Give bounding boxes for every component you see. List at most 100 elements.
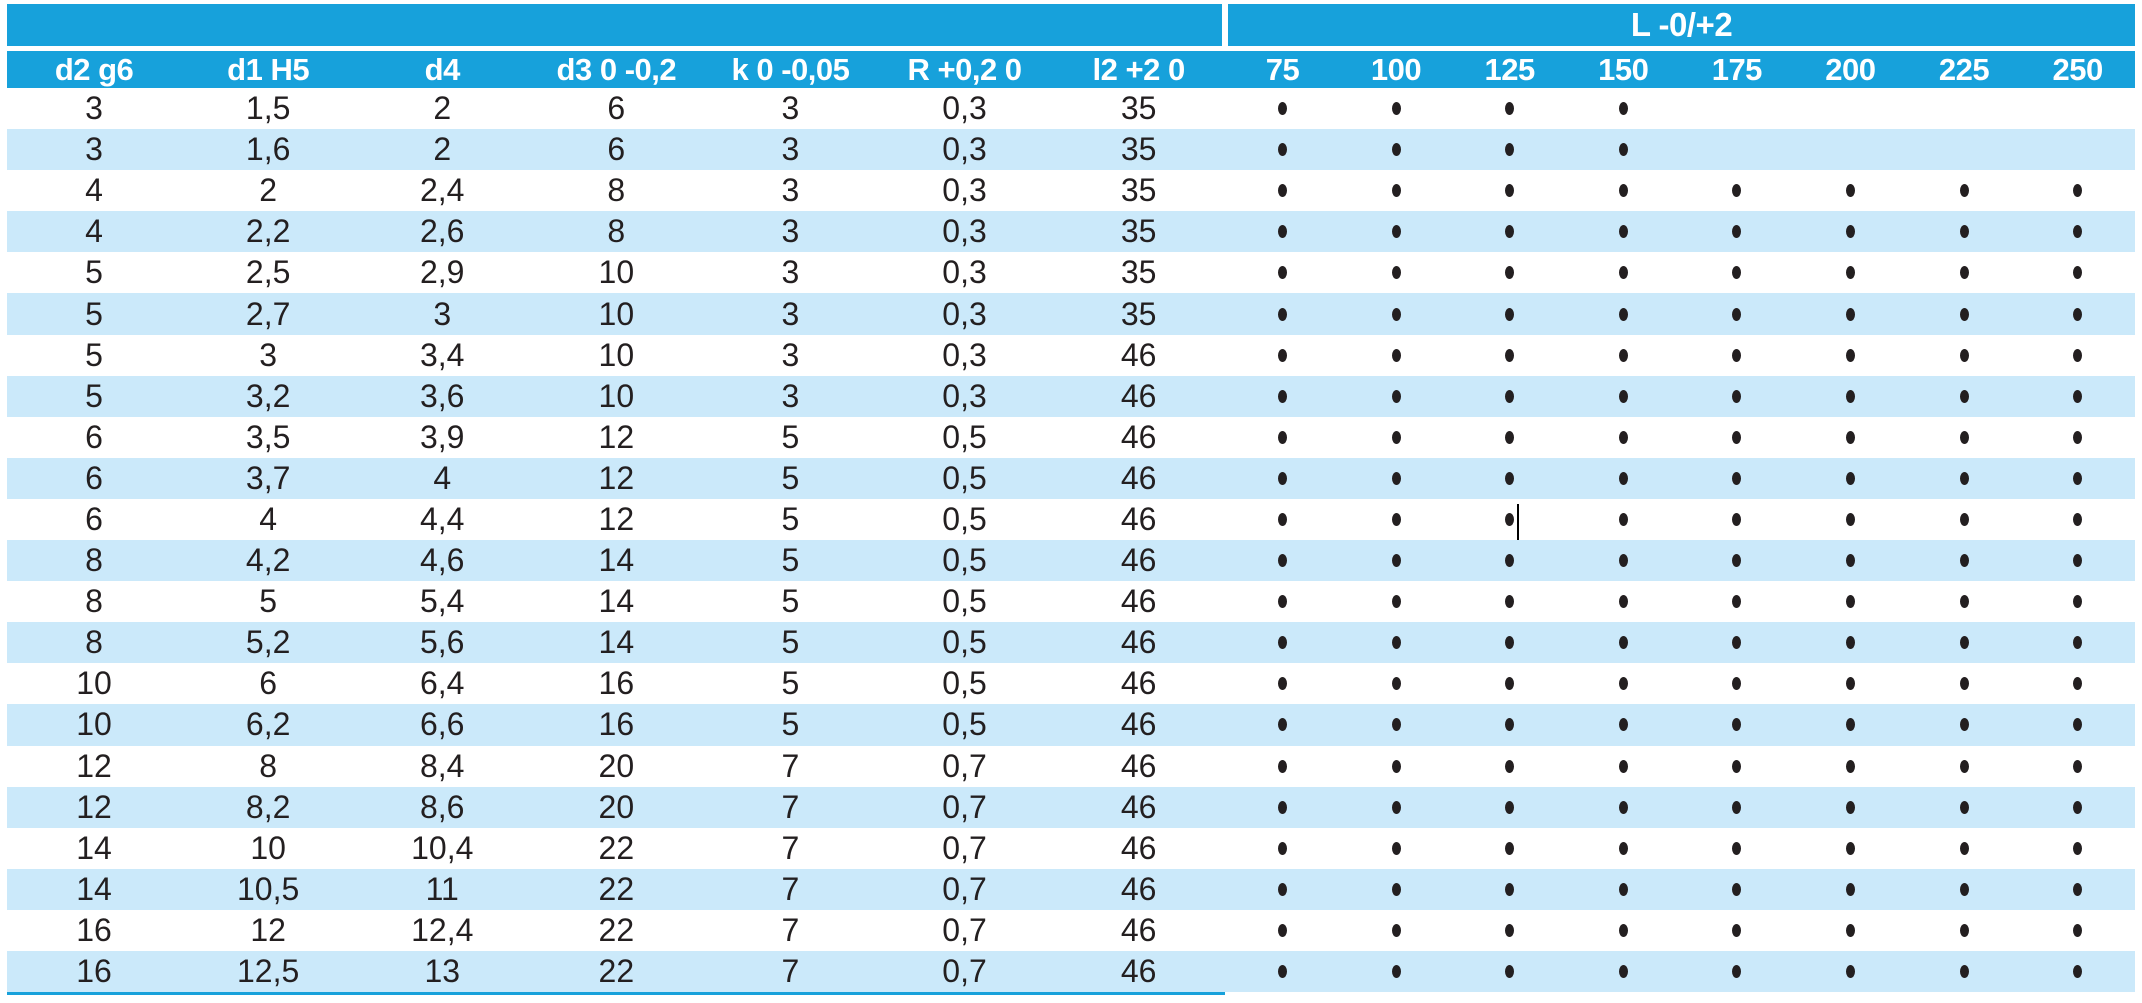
value-cell: 20	[598, 788, 635, 825]
value-cell: 0,7	[942, 747, 987, 784]
availability-cell	[1907, 951, 2021, 992]
value-cell: 5	[85, 377, 103, 414]
availability-cell	[1794, 663, 1908, 704]
value-cell: 46	[1120, 911, 1157, 948]
availability-dot	[2073, 184, 2083, 198]
value-cell: 3	[781, 90, 800, 127]
availability-dot	[1732, 923, 1742, 937]
value-cell: 12	[598, 500, 635, 537]
value-cell: 35	[1120, 295, 1157, 332]
value-cell: 3	[781, 295, 800, 332]
availability-dot	[1845, 923, 1855, 937]
availability-dot	[1277, 677, 1287, 691]
text-cursor-artifact	[1517, 504, 1519, 540]
availability-dot	[1505, 800, 1515, 814]
l-column-header-175: 175	[1711, 51, 1763, 87]
availability-dot	[1505, 266, 1515, 280]
value-cell: 22	[598, 953, 635, 990]
value-cell: 1,5	[245, 90, 291, 127]
table-row: 4 2 2,4 8 3 0,3 35	[7, 170, 2135, 212]
value-cell: 4	[85, 213, 103, 250]
availability-dot	[1959, 225, 1969, 239]
value-cell: 0,3	[942, 254, 987, 291]
availability-dot	[2073, 225, 2083, 239]
availability-dot	[1505, 471, 1515, 485]
value-cell: 22	[598, 829, 635, 866]
value-cell: 46	[1120, 788, 1157, 825]
availability-dot	[1277, 595, 1287, 609]
availability-cell	[1907, 869, 2021, 910]
availability-dot	[2073, 841, 2083, 855]
availability-cell	[2021, 910, 2135, 951]
value-cell: 8	[607, 172, 626, 209]
availability-dot	[1845, 595, 1855, 609]
availability-dot	[2073, 636, 2083, 650]
value-cell: 12	[76, 788, 112, 825]
availability-cell	[1907, 211, 2021, 252]
availability-cell	[1226, 170, 1340, 211]
availability-cell	[1794, 88, 1908, 129]
availability-dot	[1618, 348, 1628, 362]
availability-dot	[1391, 677, 1401, 691]
table-row: 3 1,6 2 6 3 0,3 35	[7, 129, 2135, 171]
availability-cell	[1226, 704, 1340, 745]
availability-dot	[1959, 184, 1969, 198]
availability-dot	[1277, 636, 1287, 650]
value-cell: 3,4	[419, 336, 465, 373]
value-cell: 2,5	[245, 254, 291, 291]
availability-cell	[1453, 622, 1567, 663]
table-row: 5 2,7 3 10 3 0,3 35	[7, 293, 2135, 335]
availability-cell	[2021, 704, 2135, 745]
availability-dot	[1391, 841, 1401, 855]
availability-cell	[1907, 499, 2021, 540]
availability-cell	[1339, 129, 1453, 170]
value-cell: 16	[598, 706, 635, 743]
availability-cell	[1566, 828, 1680, 869]
availability-cell	[1566, 293, 1680, 334]
availability-cell	[1907, 910, 2021, 951]
value-cell: 35	[1120, 172, 1157, 209]
availability-dot	[1618, 800, 1628, 814]
availability-cell	[1453, 458, 1567, 499]
availability-cell	[1566, 869, 1680, 910]
availability-cell	[1794, 252, 1908, 293]
availability-dot	[1959, 718, 1969, 732]
value-cell: 6	[85, 459, 103, 496]
availability-cell	[1226, 663, 1340, 704]
availability-cell	[1453, 787, 1567, 828]
availability-cell	[1453, 704, 1567, 745]
table-header-row: d2 g6 d1 H5 d4 d3 0 -0,2 k 0 -0,05 R +0,2 0 l2…	[7, 51, 2135, 88]
value-cell: 6	[607, 131, 626, 168]
availability-dot	[1618, 143, 1628, 157]
availability-dot	[1845, 841, 1855, 855]
availability-dot	[1391, 554, 1401, 568]
availability-cell	[1566, 252, 1680, 293]
availability-cell	[1453, 951, 1567, 992]
availability-dot	[1845, 266, 1855, 280]
availability-cell	[1680, 828, 1794, 869]
value-cell: 46	[1120, 500, 1157, 537]
availability-dot	[1277, 512, 1287, 526]
availability-dot	[2073, 471, 2083, 485]
availability-cell	[1566, 335, 1680, 376]
availability-cell	[1339, 787, 1453, 828]
availability-dot	[1277, 882, 1287, 896]
availability-dot	[1618, 923, 1628, 937]
value-cell: 6,2	[245, 706, 291, 743]
value-cell: 46	[1120, 829, 1157, 866]
availability-dot	[1277, 759, 1287, 773]
value-cell: 5,4	[419, 583, 465, 620]
availability-dot	[1732, 430, 1742, 444]
availability-cell	[1566, 417, 1680, 458]
availability-cell	[2021, 129, 2135, 170]
availability-cell	[1566, 540, 1680, 581]
availability-cell	[1907, 458, 2021, 499]
value-cell: 12	[598, 459, 635, 496]
availability-cell	[1794, 581, 1908, 622]
value-cell: 7	[781, 829, 800, 866]
value-cell: 0,3	[942, 295, 987, 332]
value-cell: 46	[1120, 706, 1157, 743]
value-cell: 12,5	[237, 953, 300, 990]
value-cell: 3	[433, 295, 452, 332]
availability-cell	[1453, 869, 1567, 910]
